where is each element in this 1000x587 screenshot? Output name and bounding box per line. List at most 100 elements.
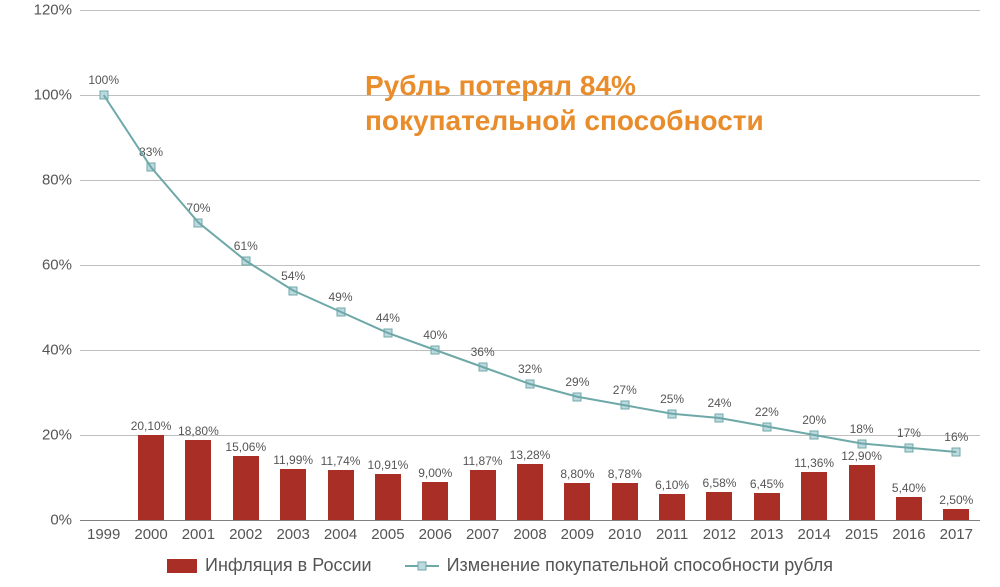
y-tick-label: 40% <box>12 342 72 359</box>
line-label: 61% <box>234 239 258 253</box>
x-tick-label: 2007 <box>458 526 508 543</box>
line-marker <box>810 431 819 440</box>
legend-label-line: Изменение покупательной способности рубл… <box>447 555 833 576</box>
bar-label: 9,00% <box>418 466 452 480</box>
bar-label: 12,90% <box>841 449 882 463</box>
line-marker <box>715 414 724 423</box>
bar <box>422 482 448 520</box>
line-label: 22% <box>755 405 779 419</box>
gridline <box>80 180 980 181</box>
line-label: 54% <box>281 269 305 283</box>
y-tick-label: 20% <box>12 427 72 444</box>
line-marker <box>952 448 961 457</box>
x-tick-label: 2011 <box>647 526 697 543</box>
bar <box>328 470 354 520</box>
x-tick-label: 2015 <box>837 526 887 543</box>
line-marker <box>620 401 629 410</box>
x-tick-label: 2001 <box>173 526 223 543</box>
line-marker <box>857 439 866 448</box>
line-label: 83% <box>139 145 163 159</box>
bar-label: 11,99% <box>273 453 313 467</box>
x-tick-label: 2002 <box>221 526 271 543</box>
line-label: 16% <box>944 430 968 444</box>
bar-label: 11,87% <box>463 454 503 468</box>
y-tick-label: 0% <box>12 512 72 529</box>
bar-label: 11,36% <box>794 456 834 470</box>
legend-swatch-bar <box>167 559 197 573</box>
bar-label: 10,91% <box>368 458 409 472</box>
x-tick-label: 2005 <box>363 526 413 543</box>
legend-item-line: Изменение покупательной способности рубл… <box>405 555 833 576</box>
bar-label: 11,74% <box>321 454 361 468</box>
y-tick-label: 60% <box>12 257 72 274</box>
x-tick-label: 2003 <box>268 526 318 543</box>
y-tick-label: 120% <box>12 2 72 19</box>
line-marker <box>668 409 677 418</box>
bar <box>849 465 875 520</box>
line-marker <box>99 91 108 100</box>
legend-item-bars: Инфляция в России <box>167 555 372 576</box>
line-marker <box>241 256 250 265</box>
line-marker <box>147 163 156 172</box>
line-label: 70% <box>186 201 210 215</box>
bar <box>564 483 590 520</box>
bar-label: 8,78% <box>608 467 642 481</box>
bar <box>943 509 969 520</box>
bar <box>470 470 496 520</box>
line-marker <box>478 363 487 372</box>
bar-label: 5,40% <box>892 481 926 495</box>
x-tick-label: 2000 <box>126 526 176 543</box>
x-tick-label: 2012 <box>694 526 744 543</box>
line-label: 49% <box>329 290 353 304</box>
bar-label: 2,50% <box>939 493 973 507</box>
line-marker <box>762 422 771 431</box>
bar-label: 20,10% <box>131 419 172 433</box>
bar-label: 8,80% <box>560 467 594 481</box>
x-axis <box>80 520 980 521</box>
bar <box>233 456 259 520</box>
bar-label: 6,10% <box>655 478 689 492</box>
bar-label: 13,28% <box>510 448 551 462</box>
line-label: 32% <box>518 362 542 376</box>
legend: Инфляция в России Изменение покупательно… <box>0 555 1000 578</box>
line-marker <box>431 346 440 355</box>
bar <box>754 493 780 520</box>
x-tick-label: 2008 <box>505 526 555 543</box>
x-tick-label: 2013 <box>742 526 792 543</box>
x-tick-label: 2004 <box>316 526 366 543</box>
chart-headline: Рубль потерял 84% покупательной способно… <box>365 68 764 138</box>
line-label: 100% <box>88 73 119 87</box>
line-marker <box>383 329 392 338</box>
line-label: 36% <box>471 345 495 359</box>
bar-label: 6,58% <box>702 476 736 490</box>
line-marker <box>336 307 345 316</box>
line-label: 27% <box>613 383 637 397</box>
x-tick-label: 2009 <box>552 526 602 543</box>
bar <box>375 474 401 520</box>
line-label: 18% <box>850 422 874 436</box>
headline-line2: покупательной способности <box>365 105 764 136</box>
line-label: 24% <box>707 396 731 410</box>
bar <box>612 483 638 520</box>
line-label: 25% <box>660 392 684 406</box>
y-tick-label: 80% <box>12 172 72 189</box>
line-marker <box>194 218 203 227</box>
legend-swatch-line <box>405 559 439 573</box>
line-label: 29% <box>565 375 589 389</box>
gridline <box>80 350 980 351</box>
legend-label-bars: Инфляция в России <box>205 555 372 576</box>
y-tick-label: 100% <box>12 87 72 104</box>
bar-label: 18,80% <box>178 424 219 438</box>
x-tick-label: 2014 <box>789 526 839 543</box>
x-tick-label: 1999 <box>79 526 129 543</box>
line-marker <box>526 380 535 389</box>
bar <box>801 472 827 520</box>
bar-label: 6,45% <box>750 477 784 491</box>
bar <box>185 440 211 520</box>
line-marker <box>289 286 298 295</box>
line-label: 20% <box>802 413 826 427</box>
line-marker <box>904 443 913 452</box>
line-marker <box>573 392 582 401</box>
bar <box>896 497 922 520</box>
headline-line1: Рубль потерял 84% <box>365 70 636 101</box>
